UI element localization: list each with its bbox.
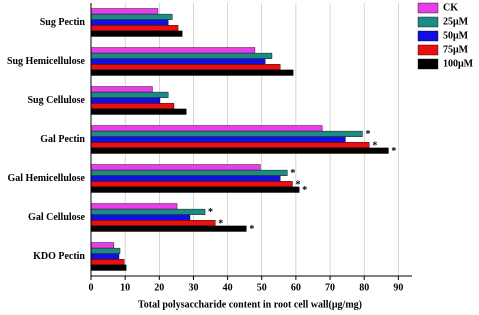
bar <box>90 242 115 249</box>
bar <box>90 47 256 54</box>
y-tick-label: KDO Pectin <box>33 251 85 262</box>
y-tick-label: Sug Cellulose <box>27 95 85 106</box>
x-tick-label: 80 <box>359 282 369 293</box>
x-tick-label: 30 <box>188 282 198 293</box>
bar <box>90 175 281 182</box>
legend-swatch <box>417 16 439 28</box>
bar <box>90 13 173 20</box>
bar <box>90 69 294 76</box>
x-tick-label: 10 <box>120 282 130 293</box>
bar <box>90 108 187 115</box>
bar <box>90 19 169 26</box>
bar <box>90 208 206 215</box>
legend-label: 75μM <box>443 44 469 55</box>
bar <box>90 130 363 137</box>
bar <box>90 91 169 98</box>
x-axis-label: Total polysaccharide content in root cel… <box>138 299 362 310</box>
bar <box>90 86 153 93</box>
bar <box>90 52 273 59</box>
significance-mark: * <box>372 140 377 151</box>
y-tick-label: Gal Pectin <box>40 134 85 145</box>
legend-label: CK <box>443 2 458 13</box>
significance-mark: * <box>208 207 213 218</box>
bar <box>90 253 120 260</box>
bar <box>90 103 175 110</box>
bar <box>90 25 179 32</box>
legend-label: 100μM <box>443 58 474 69</box>
bar <box>90 8 159 15</box>
significance-mark: * <box>218 218 223 229</box>
bar <box>90 220 216 227</box>
legend-label: 25μM <box>443 16 469 27</box>
significance-mark: * <box>391 146 396 157</box>
bar <box>90 181 293 188</box>
bar <box>90 147 389 154</box>
significance-mark: * <box>365 129 370 140</box>
bar <box>90 169 288 176</box>
y-tick-label: Gal Hemicellulose <box>8 173 86 184</box>
bar <box>90 186 300 193</box>
bar <box>90 264 127 271</box>
bar <box>90 203 178 210</box>
x-tick-label: 50 <box>257 282 267 293</box>
bar <box>90 247 121 254</box>
significance-mark: * <box>290 168 295 179</box>
legend-swatch <box>417 44 439 56</box>
x-tick-label: 90 <box>393 282 403 293</box>
x-tick-label: 0 <box>89 282 94 293</box>
y-tick-label: Sug Pectin <box>40 17 86 28</box>
y-tick-label: Gal Cellulose <box>28 212 86 223</box>
significance-mark: * <box>302 185 307 196</box>
significance-mark: * <box>295 179 300 190</box>
bar <box>90 97 161 104</box>
x-tick-label: 20 <box>154 282 164 293</box>
bar <box>90 136 346 143</box>
x-tick-label: 60 <box>291 282 301 293</box>
bar <box>90 225 247 232</box>
x-tick-label: 40 <box>223 282 233 293</box>
bar <box>90 214 191 221</box>
bar <box>90 30 183 37</box>
bar <box>90 125 323 132</box>
bar <box>90 142 370 149</box>
bar <box>90 64 281 71</box>
bar <box>90 58 266 65</box>
x-tick-label: 70 <box>325 282 335 293</box>
y-tick-label: Sug Hemicellulose <box>7 56 86 67</box>
legend-swatch <box>417 58 439 70</box>
legend-label: 50μM <box>443 30 469 41</box>
legend-swatch <box>417 2 439 14</box>
legend-swatch <box>417 30 439 42</box>
significance-mark: * <box>249 224 254 235</box>
bar <box>90 164 261 171</box>
bar <box>90 259 125 266</box>
